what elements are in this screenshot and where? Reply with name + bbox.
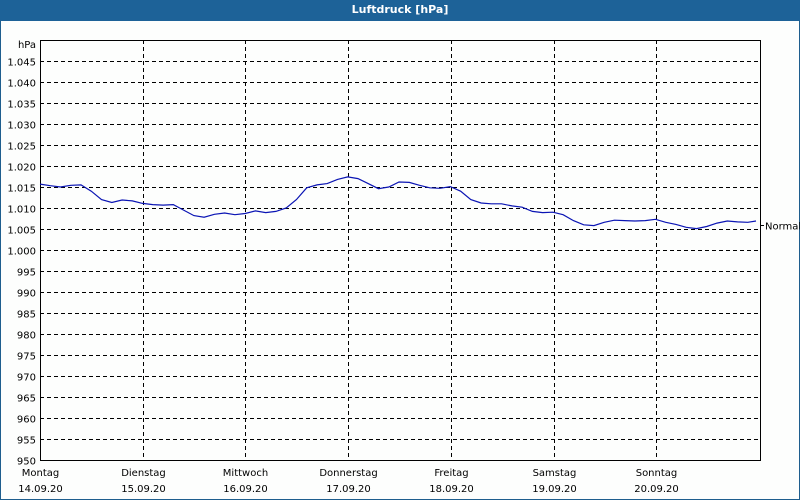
chart-title: Luftdruck [hPa] (0, 0, 800, 21)
y-tick-label: 960 (17, 415, 36, 426)
y-tick-label: 955 (17, 436, 36, 447)
x-tick-day: Sonntag (636, 468, 678, 479)
y-tick-label: 970 (17, 373, 36, 384)
x-tick-day: Samstag (533, 468, 577, 479)
y-tick-label: 950 (17, 457, 36, 468)
x-tick-day: Donnerstag (319, 468, 377, 479)
x-tick-day: Freitag (434, 468, 468, 479)
y-tick-label: 1.025 (7, 142, 36, 153)
normal-annotation: Normal (760, 222, 800, 233)
x-tick-date: 15.09.20 (121, 484, 166, 495)
y-tick-label: 1.040 (7, 79, 36, 90)
y-tick-label: 1.015 (7, 184, 36, 195)
y-tick-label: 980 (17, 331, 36, 342)
x-tick-day: Dienstag (121, 468, 166, 479)
x-tick-date: 17.09.20 (326, 484, 371, 495)
grid-lines (40, 40, 760, 460)
x-tick-day: Mittwoch (223, 468, 268, 479)
normal-label: Normal (765, 222, 800, 233)
y-axis-unit-label: hPa (18, 40, 36, 51)
y-tick-label: 1.020 (7, 163, 36, 174)
x-tick-day: Montag (22, 468, 59, 479)
y-tick-label: 1.000 (7, 247, 36, 258)
x-tick-date: 20.09.20 (634, 484, 679, 495)
x-tick-date: 19.09.20 (532, 484, 577, 495)
y-tick-label: 1.035 (7, 100, 36, 111)
x-tick-date: 18.09.20 (429, 484, 474, 495)
x-tick-date: 16.09.20 (223, 484, 268, 495)
y-tick-label: 990 (17, 289, 36, 300)
x-tick-date: 14.09.20 (18, 484, 63, 495)
y-tick-label: 1.030 (7, 121, 36, 132)
y-tick-label: 965 (17, 394, 36, 405)
y-tick-label: 1.045 (7, 58, 36, 69)
plot-area-border (40, 40, 761, 461)
pressure-line (39, 176, 757, 230)
x-axis-ticks: Montag 14.09.20 Dienstag 15.09.20 Mittwoch 16… (18, 468, 679, 495)
y-axis-ticks: 1.045 1.040 1.035 1.030 1.025 1.020 1.015 1.010… (7, 58, 36, 468)
y-tick-label: 995 (17, 268, 36, 279)
y-tick-label: 985 (17, 310, 36, 321)
y-tick-label: 975 (17, 352, 36, 363)
y-tick-label: 1.010 (7, 205, 36, 216)
y-tick-label: 1.005 (7, 226, 36, 237)
